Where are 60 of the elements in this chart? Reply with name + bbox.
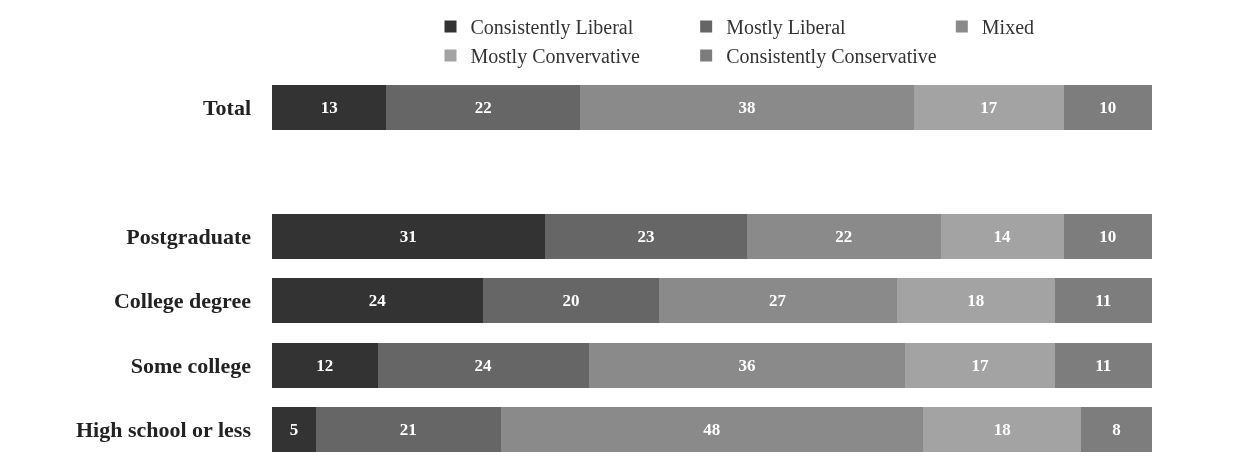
bar (272, 213, 545, 259)
data-label: 8 (1112, 420, 1121, 440)
legend-label: Consistently Liberal (470, 16, 634, 40)
bar (914, 84, 1064, 130)
bar (377, 342, 589, 388)
data-label: 11 (1095, 291, 1112, 311)
data-label: 11 (1095, 355, 1112, 375)
bar (483, 278, 660, 324)
bar (588, 342, 906, 388)
bar (896, 278, 1055, 324)
bar (500, 407, 923, 453)
data-label: 10 (1099, 97, 1117, 117)
bar (1054, 278, 1152, 324)
bar (747, 213, 941, 259)
legend-label: Mixed (981, 16, 1035, 39)
y-tick-label: Total (202, 94, 251, 120)
data-label: 13 (320, 97, 338, 117)
legend-label: Mostly Convervative (470, 45, 641, 69)
data-label: 10 (1099, 226, 1117, 246)
y-tick-label: High school or less (75, 417, 252, 443)
bar (1063, 84, 1152, 130)
y-tick-label: Postgraduate (126, 223, 252, 249)
data-label: 24 (368, 291, 387, 311)
data-label: 17 (971, 355, 989, 375)
data-label: 22 (835, 226, 853, 246)
data-label: 23 (637, 226, 655, 246)
data-label: 36 (738, 355, 756, 375)
bar (905, 342, 1055, 388)
bar (544, 213, 748, 259)
data-label: 48 (703, 420, 721, 440)
data-label: 5 (289, 420, 299, 440)
bar (315, 407, 501, 453)
bar (922, 407, 1082, 453)
bar (1054, 342, 1152, 388)
bar (1081, 407, 1152, 453)
y-tick-label: Some college (130, 352, 252, 378)
bar (272, 342, 378, 388)
bar (579, 84, 915, 130)
bar (1063, 213, 1152, 259)
bar (272, 407, 316, 453)
data-label: 17 (980, 97, 998, 117)
bar (659, 278, 897, 324)
bar (272, 278, 484, 324)
data-label: 14 (993, 226, 1011, 246)
data-label: 38 (738, 97, 756, 117)
bar (940, 213, 1064, 259)
data-label: 12 (316, 355, 334, 375)
data-label: 27 (769, 291, 787, 311)
bar (272, 84, 387, 130)
bar (386, 84, 580, 130)
data-label: 21 (399, 420, 417, 440)
data-label: 18 (967, 291, 985, 311)
legend-label: Mostly Liberal (726, 16, 847, 40)
y-tick-label: College degree (113, 288, 252, 314)
data-label: 22 (474, 97, 492, 117)
legend-label: Consistently Conservative (726, 45, 937, 69)
data-label: 24 (474, 355, 492, 375)
data-label: 31 (399, 226, 417, 246)
data-label: 18 (993, 420, 1011, 440)
data-label: 20 (562, 291, 580, 311)
